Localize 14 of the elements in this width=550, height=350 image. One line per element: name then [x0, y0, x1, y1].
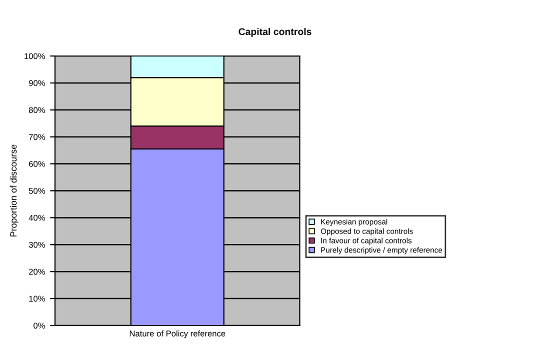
y-tick-label: 50% [28, 188, 45, 194]
y-tick-label: 100% [24, 53, 45, 60]
y-tick-label: 90% [28, 80, 45, 86]
y-tick-label: 60% [29, 161, 45, 167]
y-tick-label: 80% [28, 107, 45, 113]
y-tick-label: 70% [29, 134, 45, 140]
y-tick-label: 30% [28, 242, 45, 248]
y-tick-label: 20% [29, 268, 45, 275]
x-tick-label: Nature of Policy reference [130, 330, 226, 338]
y-tick-label: 10% [29, 296, 45, 302]
y-axis-title: Proportion of discourse [10, 144, 18, 236]
y-tick-label: 0% [34, 322, 45, 329]
y-tick-label: 40% [28, 214, 45, 221]
chart-title: Capital controls [238, 28, 312, 38]
